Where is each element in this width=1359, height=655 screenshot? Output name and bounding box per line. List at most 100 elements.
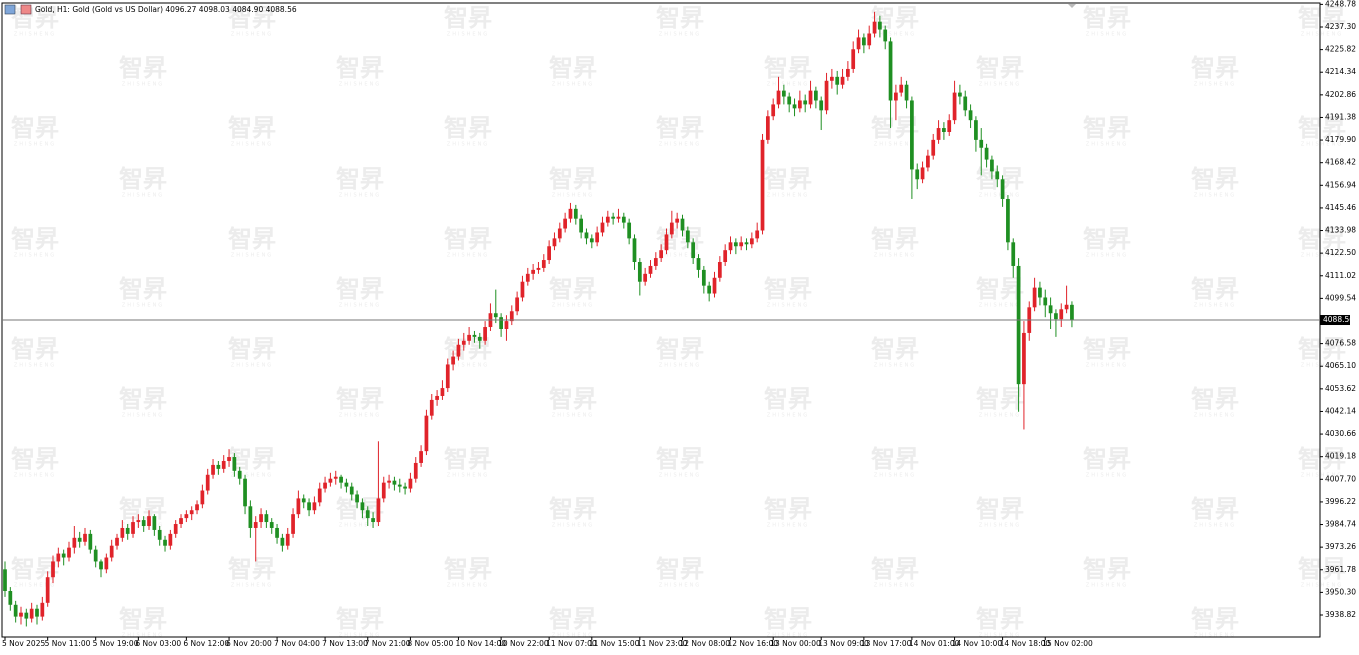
candle-body <box>493 313 498 318</box>
watermark-sub: ZHISHENG <box>874 142 916 148</box>
candle-body <box>803 100 808 105</box>
candle-body <box>520 281 525 298</box>
candle-body <box>131 522 135 534</box>
y-tick-label: 4111.02 <box>1325 271 1356 280</box>
candle-body <box>333 476 338 479</box>
candle-body <box>259 514 263 523</box>
watermark: 智昇 <box>119 495 167 523</box>
y-tick-label: 4042.14 <box>1325 406 1356 415</box>
candle-body <box>547 246 551 261</box>
watermark: 智昇 <box>444 555 492 583</box>
watermark: 智昇 <box>1191 165 1239 193</box>
candle-body <box>947 120 952 132</box>
watermark-sub: ZHISHENG <box>231 473 273 479</box>
candle-body <box>221 460 226 469</box>
watermark-sub: ZHISHENG <box>339 633 381 639</box>
watermark: 智昇 <box>1191 275 1239 303</box>
watermark-sub: ZHISHENG <box>14 32 56 38</box>
x-tick-label: 12 Nov 16:00 <box>728 639 779 648</box>
candle-body <box>1016 265 1021 385</box>
watermark-sub: ZHISHENG <box>231 253 273 259</box>
x-tick-label: 6 Nov 12:00 <box>183 639 229 648</box>
candle-body <box>1022 332 1026 385</box>
y-tick-label: 3973.26 <box>1325 542 1356 551</box>
candle-body <box>984 147 989 160</box>
watermark-sub: ZHISHENG <box>14 363 56 369</box>
candle-body <box>808 90 813 105</box>
watermark: 智昇 <box>656 555 704 583</box>
candle-body <box>173 524 178 534</box>
watermark-sub: ZHISHENG <box>14 142 56 148</box>
candle-body <box>835 76 840 85</box>
watermark-sub: ZHISHENG <box>447 32 489 38</box>
watermark: 智昇 <box>764 54 812 82</box>
candle-body <box>285 533 290 546</box>
watermark-sub: ZHISHENG <box>1086 253 1128 259</box>
candle-body <box>61 553 66 558</box>
watermark-sub: ZHISHENG <box>339 303 381 309</box>
candle-body <box>830 76 834 81</box>
y-tick-label: 4053.62 <box>1325 384 1356 393</box>
candle-body <box>307 502 311 511</box>
candle-body <box>136 520 141 523</box>
candle-body <box>680 218 685 231</box>
watermark: 智昇 <box>549 54 597 82</box>
candle-body <box>749 238 754 245</box>
x-tick-label: 14 Nov 18:00 <box>1000 639 1051 648</box>
candle-body <box>557 228 562 239</box>
candle-body <box>397 484 402 487</box>
watermark: 智昇 <box>656 335 704 363</box>
watermark-sub: ZHISHENG <box>1301 142 1343 148</box>
watermark-sub: ZHISHENG <box>1194 633 1236 639</box>
candle-body <box>675 218 680 223</box>
watermark-sub: ZHISHENG <box>339 523 381 529</box>
candle-body <box>456 344 461 357</box>
candle-body <box>1032 287 1037 308</box>
watermarks: 智昇ZHISHENG智昇ZHISHENG智昇ZHISHENG智昇ZHISHENG… <box>11 4 1346 639</box>
candle-body <box>1048 305 1053 314</box>
candle-body <box>1011 242 1016 266</box>
candle-body <box>995 171 1000 180</box>
watermark-sub: ZHISHENG <box>447 142 489 148</box>
watermark: 智昇 <box>871 225 919 253</box>
candle-body <box>765 116 770 140</box>
watermark-sub: ZHISHENG <box>339 413 381 419</box>
watermark: 智昇 <box>656 114 704 142</box>
y-tick-label: 4225.82 <box>1325 45 1356 54</box>
candle-body <box>243 478 247 507</box>
candle-body <box>781 90 786 97</box>
candle-body <box>579 218 584 233</box>
watermark: 智昇 <box>1083 335 1131 363</box>
watermark-sub: ZHISHENG <box>447 253 489 259</box>
candle-body <box>643 273 648 282</box>
candle-body <box>56 553 61 562</box>
candle-body <box>739 242 744 247</box>
candle-body <box>45 577 50 603</box>
candle-body <box>477 336 482 341</box>
watermark: 智昇 <box>11 445 59 473</box>
candle-body <box>93 549 98 562</box>
watermark: 智昇 <box>976 385 1024 413</box>
candle-body <box>435 395 439 400</box>
candle-body <box>637 262 642 282</box>
watermark-sub: ZHISHENG <box>659 253 701 259</box>
watermark-sub: ZHISHENG <box>1086 473 1128 479</box>
candle-body <box>717 262 722 278</box>
candle-body <box>291 514 295 534</box>
candle-body <box>232 457 237 471</box>
candle-body <box>269 522 274 528</box>
candle-body <box>419 451 423 463</box>
watermark-sub: ZHISHENG <box>767 193 809 199</box>
watermark: 智昇 <box>228 555 276 583</box>
candle-body <box>707 285 712 294</box>
x-tick-label: 5 Nov 2025 <box>2 639 45 648</box>
candle-body <box>109 545 114 558</box>
candle-body <box>536 267 541 270</box>
watermark-sub: ZHISHENG <box>1086 363 1128 369</box>
candle-body <box>179 518 183 525</box>
candle-body <box>205 474 210 491</box>
candle-body <box>611 216 616 219</box>
candle-body <box>3 569 7 592</box>
